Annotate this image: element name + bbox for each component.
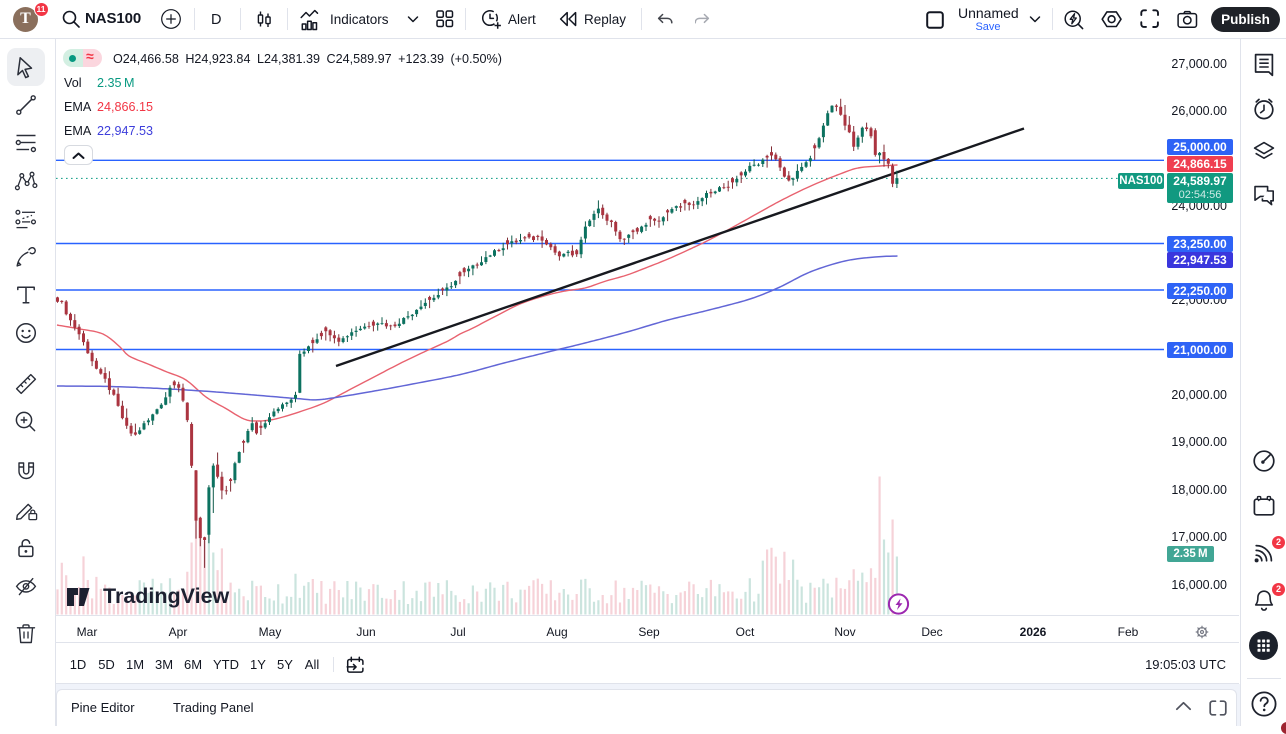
svg-text:TradingView: TradingView [103, 584, 230, 608]
